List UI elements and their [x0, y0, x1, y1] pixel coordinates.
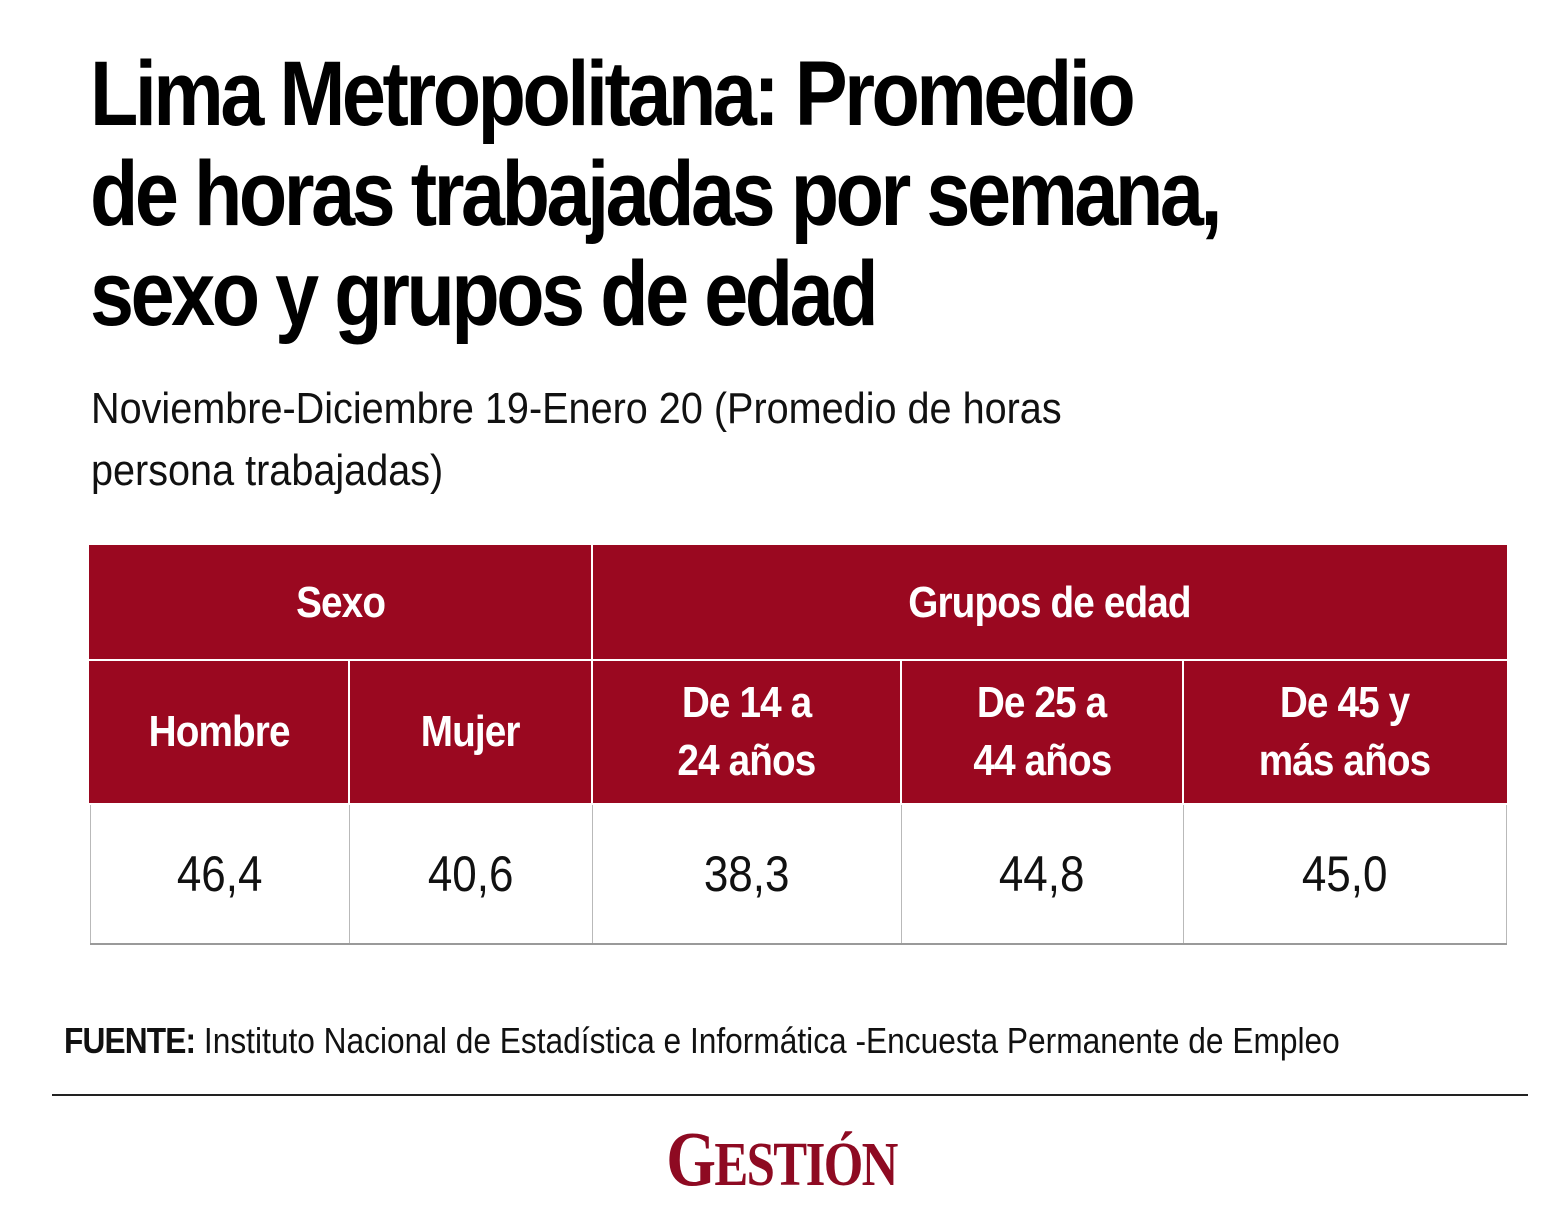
column-header-hombre: Hombre	[89, 659, 350, 805]
source-label: FUENTE:	[64, 1020, 196, 1061]
subtitle-line-1: Noviembre-Diciembre 19-Enero 20 (Promedi…	[91, 384, 1062, 433]
column-header-14-24: De 14 a 24 años	[591, 659, 903, 805]
value-25-44: 44,8	[900, 803, 1184, 945]
group-header-row: Sexo Grupos de edad	[88, 545, 1508, 661]
column-header-45-plus: De 45 y más años	[1182, 659, 1508, 805]
footer-divider	[52, 1094, 1528, 1096]
gestion-logo: GESTIÓN	[0, 1115, 1564, 1202]
value-45-plus: 45,0	[1182, 803, 1507, 945]
title-line-1: Lima Metropolitana: Promedio	[90, 43, 1136, 145]
group-header-grupos-de-edad: Grupos de edad	[591, 545, 1508, 661]
chart-subtitle: Noviembre-Diciembre 19-Enero 20 (Promedi…	[91, 378, 1491, 502]
title-line-2: de horas trabajadas por semana,	[90, 143, 1222, 245]
subtitle-line-2: persona trabajadas)	[91, 446, 444, 495]
value-hombre: 46,4	[89, 803, 350, 945]
data-table: Sexo Grupos de edad Hombre Mujer De 14 a…	[88, 545, 1508, 945]
value-mujer: 40,6	[348, 803, 593, 945]
source-note: FUENTE: Instituto Nacional de Estadístic…	[64, 1018, 1544, 1064]
value-14-24: 38,3	[591, 803, 902, 945]
group-header-sexo: Sexo	[88, 545, 594, 661]
title-line-3: sexo y grupos de edad	[90, 243, 879, 345]
column-header-mujer: Mujer	[347, 659, 594, 805]
chart-title: Lima Metropolitana: Promedio de horas tr…	[90, 44, 1530, 344]
column-header-25-44: De 25 a 44 años	[900, 659, 1185, 805]
table-row: 46,4 40,6 38,3 44,8 45,0	[89, 803, 1507, 945]
source-text: Instituto Nacional de Estadística e Info…	[195, 1020, 1340, 1061]
column-header-row: Hombre Mujer De 14 a 24 años De 25 a 44 …	[89, 659, 1508, 805]
logo-text: GESTIÓN	[666, 1115, 899, 1202]
